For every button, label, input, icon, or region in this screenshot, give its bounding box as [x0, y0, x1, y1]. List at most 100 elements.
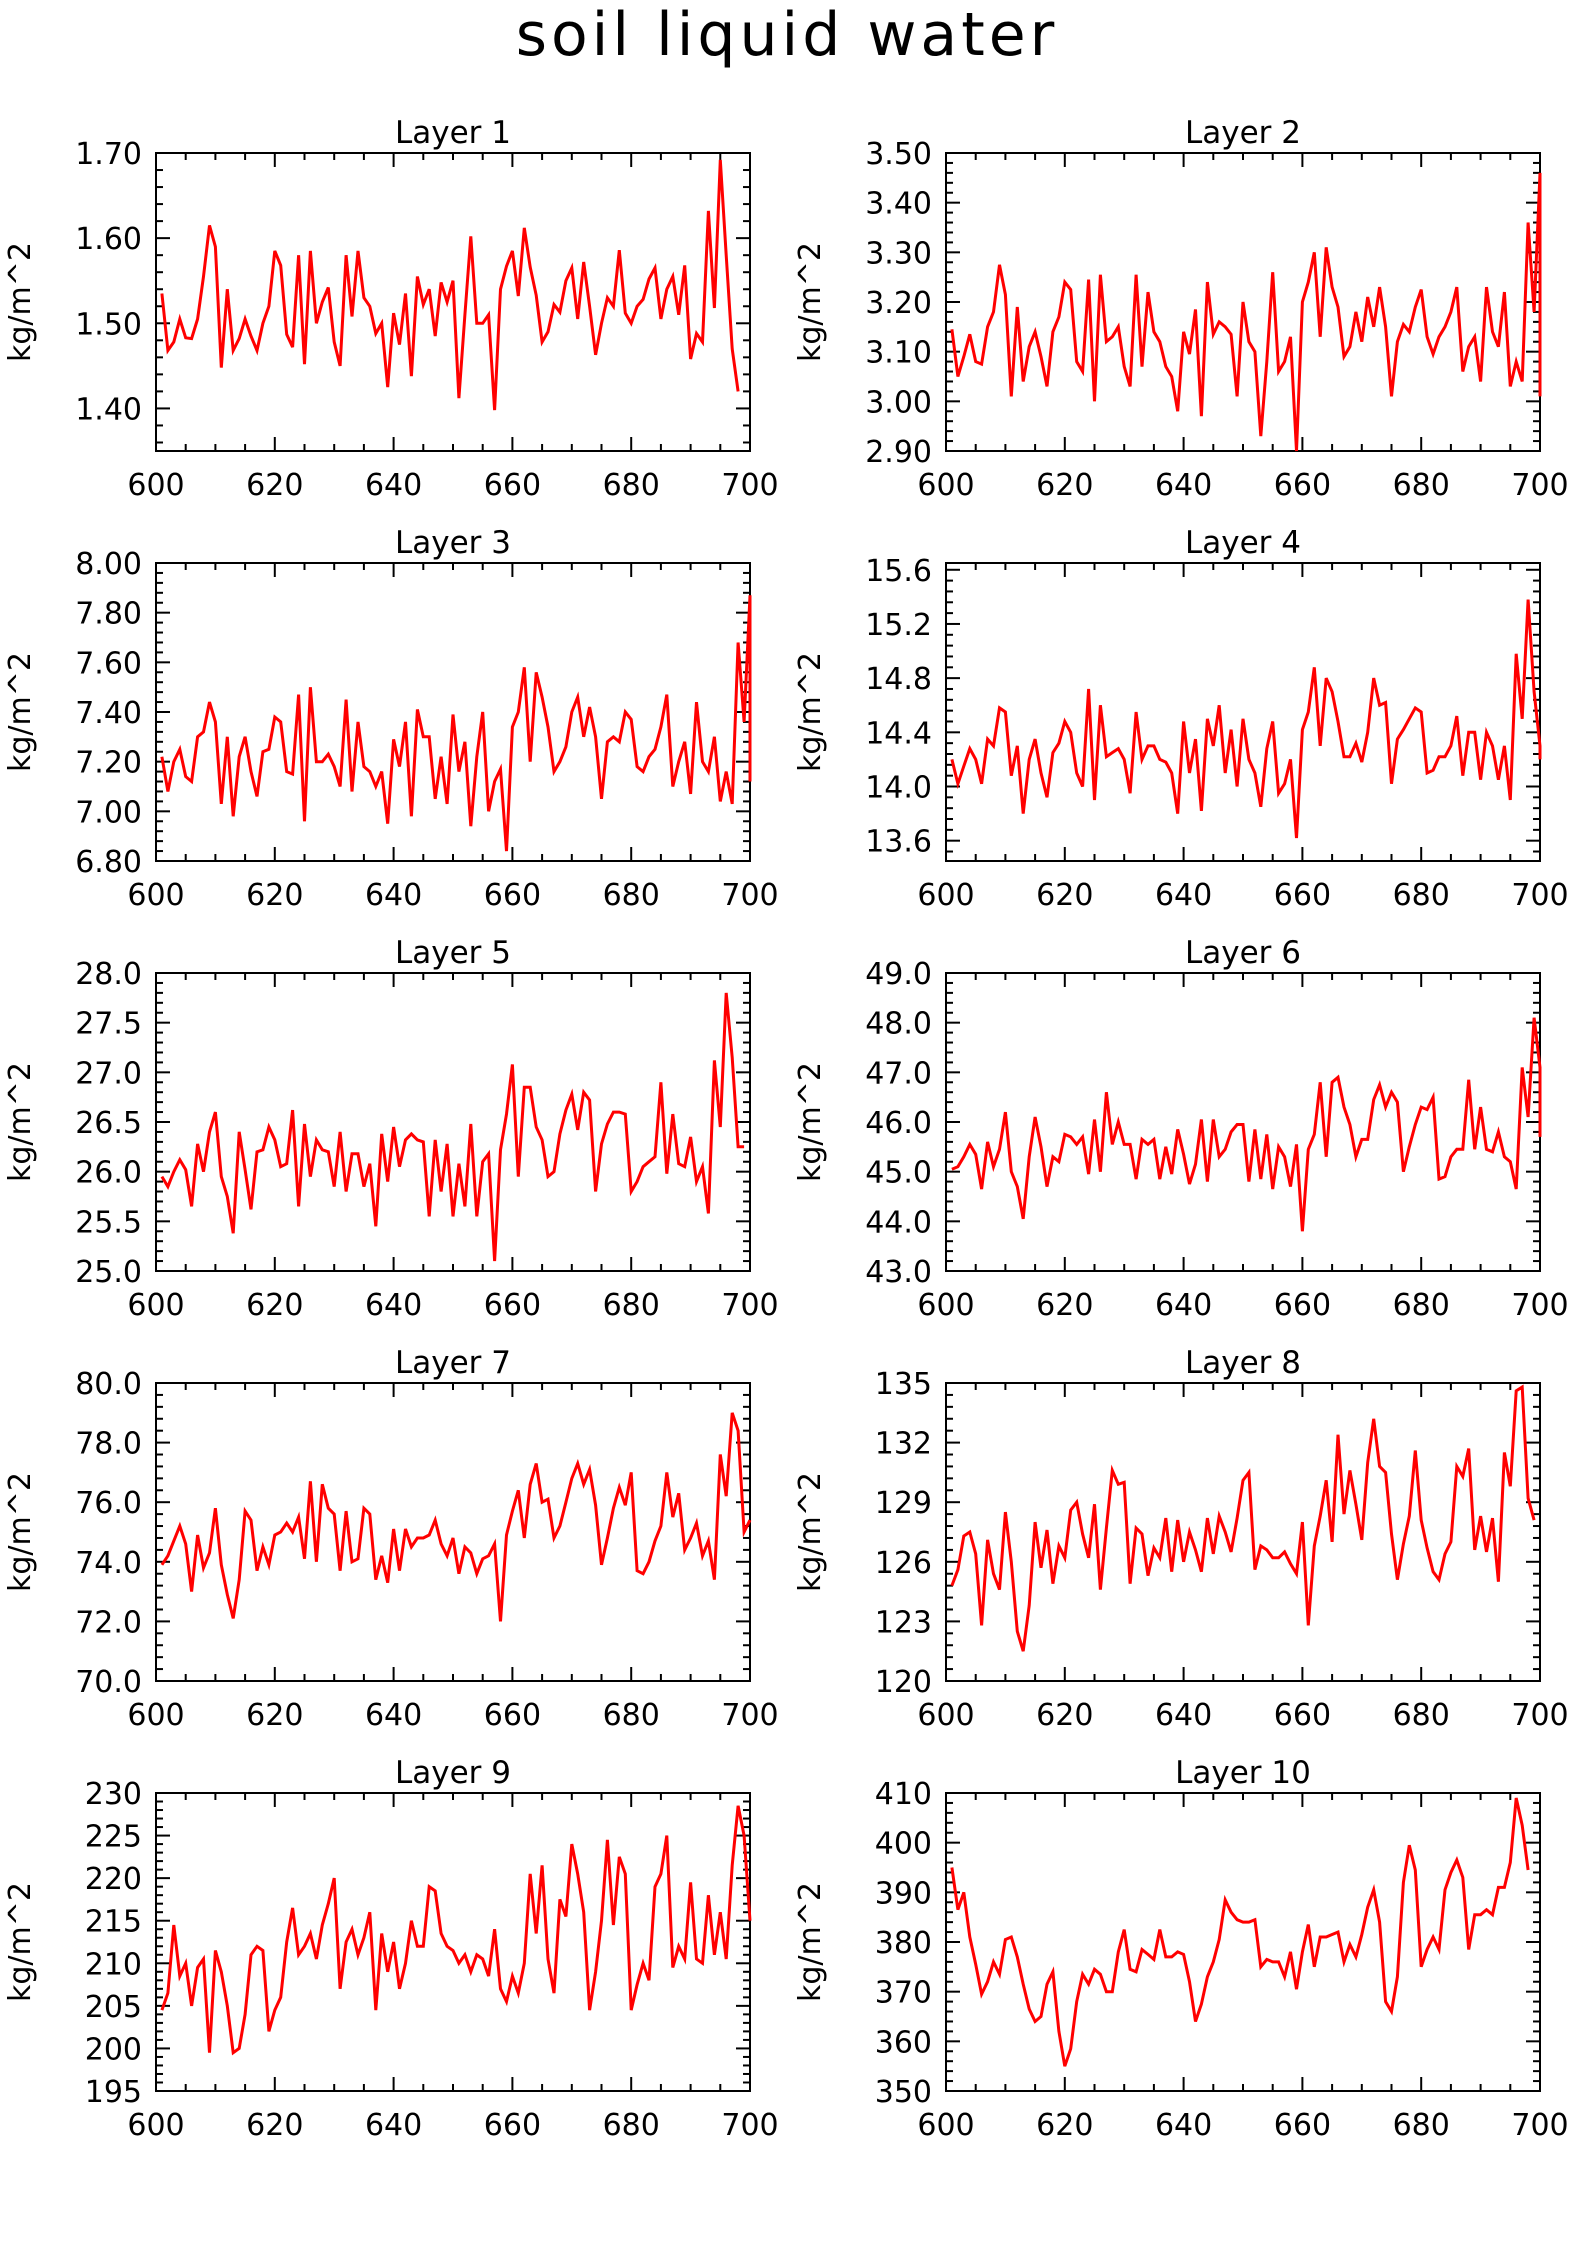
x-tick-label: 600	[917, 2108, 974, 2143]
y-tick-label: 48.0	[865, 1007, 932, 1042]
series-line	[950, 599, 1542, 839]
x-tick-label: 660	[1274, 468, 1331, 503]
y-tick-label: 350	[875, 2075, 932, 2110]
series-line	[160, 992, 745, 1262]
chart-panel-5: 600 620 640 660 680 700 25.0 25.5 26.0 26.5 27.0 27…	[3, 935, 779, 1323]
y-tick-label: 78.0	[75, 1427, 142, 1462]
series-line	[160, 159, 740, 411]
x-tick-label: 660	[484, 1288, 541, 1323]
y-tick-label: 14.0	[865, 771, 932, 806]
series-line	[160, 1805, 752, 2056]
x-tick-label: 640	[365, 468, 422, 503]
y-axis-label: kg/m^2	[793, 1472, 828, 1592]
x-tick-label: 600	[127, 468, 184, 503]
y-tick-label: 126	[875, 1546, 932, 1581]
y-tick-label: 400	[875, 1827, 932, 1862]
y-tick-label: 205	[85, 1990, 142, 2025]
y-axis-label: kg/m^2	[3, 1472, 38, 1592]
panel-title: Layer 10	[1175, 1755, 1311, 1791]
plot-frame	[945, 1792, 1541, 2092]
y-tick-label: 123	[875, 1605, 932, 1640]
y-tick-label: 132	[875, 1427, 932, 1462]
x-tick-label: 640	[1155, 878, 1212, 913]
plot-frame	[155, 972, 751, 1272]
panel-title: Layer 2	[1185, 115, 1301, 151]
y-tick-label: 45.0	[865, 1156, 932, 1191]
x-tick-label: 680	[1393, 1288, 1450, 1323]
x-tick-label: 680	[603, 878, 660, 913]
x-tick-label: 700	[721, 1698, 778, 1733]
y-tick-label: 7.40	[75, 696, 142, 731]
y-tick-label: 14.4	[865, 716, 932, 751]
x-tick-label: 620	[1036, 468, 1093, 503]
y-tick-label: 3.20	[865, 286, 932, 321]
page-title: soil liquid water	[515, 0, 1059, 70]
plot-frame	[155, 1792, 751, 2092]
x-tick-label: 640	[1155, 1288, 1212, 1323]
x-tick-label: 600	[917, 1288, 974, 1323]
y-tick-label: 7.00	[75, 795, 142, 830]
x-tick-label: 620	[246, 1698, 303, 1733]
y-axis-label: kg/m^2	[3, 652, 38, 772]
y-tick-label: 26.0	[75, 1156, 142, 1191]
panel-title: Layer 5	[395, 935, 511, 971]
y-tick-label: 225	[85, 1820, 142, 1855]
x-tick-label: 680	[1393, 1698, 1450, 1733]
x-tick-label: 620	[246, 1288, 303, 1323]
x-tick-label: 700	[1511, 1698, 1568, 1733]
y-tick-label: 230	[85, 1777, 142, 1812]
x-tick-label: 660	[484, 468, 541, 503]
y-tick-label: 1.70	[75, 137, 142, 172]
x-tick-label: 640	[365, 1698, 422, 1733]
y-tick-label: 215	[85, 1905, 142, 1940]
y-axis-label: kg/m^2	[3, 1882, 38, 2002]
y-tick-label: 3.10	[865, 336, 932, 371]
panel-title: Layer 3	[395, 525, 511, 561]
chart-panel-9: 600 620 640 660 680 700 195 200 205 210 215 220 225 2…	[3, 1755, 779, 2143]
y-tick-label: 49.0	[865, 957, 932, 992]
panel-title: Layer 8	[1185, 1345, 1301, 1381]
y-tick-label: 43.0	[865, 1255, 932, 1290]
series-line	[951, 1017, 1542, 1232]
x-tick-label: 680	[603, 468, 660, 503]
y-axis-label: kg/m^2	[793, 1062, 828, 1182]
y-tick-label: 25.0	[75, 1255, 142, 1290]
chart-panel-10: 600 620 640 660 680 700 350 360 370 380 390 400 410 L…	[793, 1755, 1569, 2143]
y-tick-label: 3.00	[865, 385, 932, 420]
plot-frame	[155, 562, 751, 862]
x-tick-label: 680	[1393, 468, 1450, 503]
series-line	[950, 1797, 1530, 2067]
chart-panel-1: 600 620 640 660 680 700 1.40 1.50 1.60 1.70 Layer …	[3, 115, 779, 503]
y-tick-label: 27.5	[75, 1007, 142, 1042]
series-line	[950, 1384, 1536, 1652]
y-axis-label: kg/m^2	[793, 1882, 828, 2002]
y-tick-label: 410	[875, 1777, 932, 1812]
series-line	[160, 595, 752, 852]
panel-title: Layer 6	[1185, 935, 1301, 971]
x-tick-label: 620	[246, 2108, 303, 2143]
y-tick-label: 2.90	[865, 435, 932, 470]
panel-title: Layer 4	[1185, 525, 1301, 561]
x-tick-label: 620	[1036, 2108, 1093, 2143]
x-tick-label: 600	[917, 468, 974, 503]
y-tick-label: 74.0	[75, 1546, 142, 1581]
x-tick-label: 600	[127, 2108, 184, 2143]
x-tick-label: 700	[721, 1288, 778, 1323]
y-tick-label: 3.40	[865, 187, 932, 222]
y-tick-label: 1.40	[75, 392, 142, 427]
y-tick-label: 390	[875, 1876, 932, 1911]
y-tick-label: 1.50	[75, 307, 142, 342]
x-tick-label: 660	[1274, 2108, 1331, 2143]
y-tick-label: 80.0	[75, 1367, 142, 1402]
x-tick-label: 700	[1511, 878, 1568, 913]
x-tick-label: 600	[917, 1698, 974, 1733]
x-tick-label: 660	[1274, 1288, 1331, 1323]
chart-panel-3: 600 620 640 660 680 700 6.80 7.00 7.20 7.40 7.60 7.…	[3, 525, 779, 913]
x-tick-label: 620	[1036, 1698, 1093, 1733]
y-tick-label: 360	[875, 2025, 932, 2060]
y-axis-label: kg/m^2	[793, 242, 828, 362]
y-tick-label: 3.50	[865, 137, 932, 172]
x-tick-label: 660	[484, 2108, 541, 2143]
x-tick-label: 600	[127, 1288, 184, 1323]
y-tick-label: 26.5	[75, 1106, 142, 1141]
